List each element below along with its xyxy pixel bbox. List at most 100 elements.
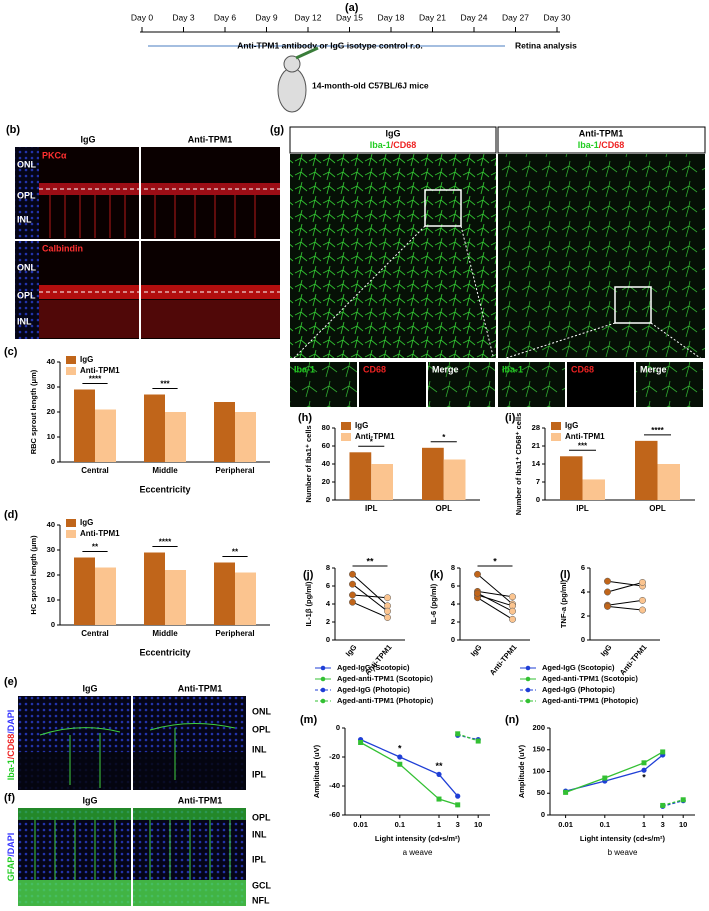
inset-image [359, 362, 426, 407]
x-tick-label: Anti-TPM1 [618, 643, 649, 677]
pair-point [604, 588, 611, 596]
y-tick-label: 8 [326, 563, 330, 572]
pair-line [477, 594, 513, 607]
mouse-head [283, 55, 301, 73]
significance: **** [159, 538, 172, 547]
significance: *** [160, 380, 170, 389]
legend-label: Anti-TPM1 [565, 432, 605, 441]
pair-line [477, 592, 513, 612]
x-tick-label: Middle [152, 629, 178, 638]
pair-line [607, 580, 643, 587]
legend-label: Anti-TPM1 [355, 432, 395, 441]
layer-label: ONL [17, 159, 37, 169]
x-tick-label: Peripheral [215, 466, 254, 475]
pair-point [384, 614, 391, 621]
stain-label: Iba-1/CD68 [578, 140, 625, 150]
chart: (m) -60 -40 -20 0 Amplitude (uV) 0.01 0.1 1 3 10 Ag… [300, 663, 490, 857]
bar [443, 459, 466, 500]
legend-label: Anti-TPM1 [80, 529, 120, 538]
y-tick-label: 0 [541, 810, 545, 819]
x-tick-label: IgG [469, 643, 484, 658]
bar [235, 572, 256, 625]
marker [660, 802, 666, 808]
marker [455, 793, 461, 799]
pair-point [384, 594, 391, 602]
x-tick-label: IgG [599, 643, 614, 658]
y-tick-label: 6 [451, 581, 455, 590]
x-axis-label: Eccentricity [139, 647, 190, 657]
pair-line [352, 601, 388, 618]
inset-label: CD68 [571, 364, 594, 374]
x-tick-label: 3 [456, 820, 460, 829]
pair-point [474, 589, 481, 597]
significance: ** [232, 548, 239, 557]
series-line [662, 799, 684, 807]
y-tick-label: -40 [329, 781, 340, 790]
y-tick-label: 40 [47, 357, 55, 366]
bar [95, 409, 116, 462]
micrograph [498, 154, 705, 358]
y-axis-label: HC sprout length (μm) [29, 535, 38, 615]
y-tick-label: -20 [329, 752, 340, 761]
legend-label: IgG [80, 355, 93, 364]
x-axis-label: Eccentricity [139, 484, 190, 494]
header-box [289, 126, 497, 154]
layer-label: INL [17, 316, 32, 326]
legend-marker [525, 687, 531, 693]
x-tick-label: Central [81, 629, 109, 638]
panel-label: (i) [505, 412, 516, 424]
y-tick-label: 28 [532, 423, 540, 432]
y-tick-label: 40 [47, 520, 55, 529]
significance: ** [92, 543, 99, 552]
x-tick-label: Middle [152, 466, 178, 475]
panel-b: (b) IgG Anti-TPM1 ONL OPL INL ONL OPL IN… [6, 124, 280, 339]
x-tick-label: 0.01 [558, 820, 573, 829]
significance: * [398, 743, 402, 753]
bar [371, 464, 393, 500]
panel-label: (k) [430, 569, 444, 581]
marker [436, 796, 442, 802]
marker [358, 740, 364, 745]
marker [680, 797, 686, 803]
y-tick-label: 0 [326, 495, 330, 504]
legend-label: Aged-anti-TPM1 (Photopic) [337, 696, 434, 705]
x-tick-label: 10 [474, 820, 482, 829]
day-label: Day 27 [502, 12, 529, 22]
marker [436, 771, 442, 778]
day-label: Day 6 [214, 12, 236, 22]
dapi-strip [15, 147, 39, 339]
pair-point [349, 598, 356, 606]
chart: (h) 0 20 40 60 80 Number of Iba1⁺ cells IPL * OPL… [298, 412, 480, 513]
column-header: Anti-TPM1 [579, 128, 624, 138]
y-tick-label: 6 [326, 581, 330, 590]
series-line [565, 751, 664, 793]
bar [214, 402, 235, 462]
pair-point [604, 602, 611, 610]
bar [657, 464, 680, 500]
inset-label: Iba-1 [502, 364, 523, 374]
marker [455, 802, 461, 808]
day-label: Day 24 [461, 12, 488, 22]
legend-marker [525, 676, 531, 682]
pair-line [607, 581, 643, 593]
y-tick-label: 0 [326, 635, 330, 644]
layer-label: OPL [252, 812, 271, 822]
y-axis-label: Number of Iba1⁺ cells [304, 425, 313, 502]
bar [144, 394, 165, 462]
pair-line [477, 573, 513, 605]
layer-label: NFL [252, 895, 270, 905]
column-header: IgG [83, 795, 98, 805]
x-tick-label: 10 [679, 820, 687, 829]
inset-image [636, 362, 703, 407]
bar [144, 552, 165, 625]
pair-line [607, 605, 643, 611]
legend-marker [525, 665, 531, 671]
bar [95, 567, 116, 625]
pair-line [352, 583, 388, 612]
y-tick-label: 21 [532, 441, 540, 450]
pair-point [639, 578, 646, 586]
y-tick-label: 60 [322, 441, 330, 450]
subtitle: b weave [608, 848, 638, 857]
legend-label: Aged-anti-TPM1 (Scotopic) [542, 674, 638, 683]
day-label: Day 9 [255, 12, 277, 22]
